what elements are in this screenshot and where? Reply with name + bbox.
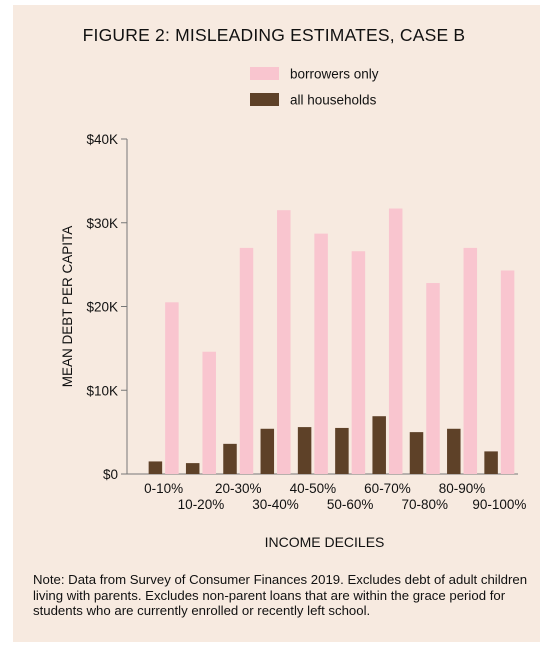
x-tick-label: 60-70% <box>364 481 411 496</box>
bar-all-households <box>185 463 200 474</box>
bar-all-households <box>484 451 498 474</box>
bar-all-households <box>297 427 312 474</box>
x-tick-label: 70-80% <box>401 497 448 512</box>
legend-label: all households <box>290 93 377 108</box>
y-axis-label: MEAN DEBT PER CAPITA <box>60 226 75 388</box>
bars <box>148 208 515 474</box>
legend-swatch <box>250 67 279 80</box>
bar-all-households <box>409 432 424 474</box>
bar-all-households <box>335 427 349 474</box>
footnote: Note: Data from Survey of Consumer Finan… <box>33 572 528 618</box>
bar-borrowers-only <box>314 233 328 474</box>
figure-panel <box>13 5 540 642</box>
x-tick-label: 0-10% <box>144 481 183 496</box>
bar-all-households <box>372 416 386 474</box>
bar-borrowers-only <box>239 247 254 474</box>
legend: borrowers only all households <box>250 67 379 108</box>
bar-borrowers-only <box>165 302 179 474</box>
bar-borrowers-only <box>351 251 366 474</box>
bar-borrowers-only <box>202 351 216 474</box>
x-tick-label: 90-100% <box>472 497 526 512</box>
x-tick-label: 50-60% <box>327 497 374 512</box>
bar-borrowers-only <box>277 210 291 474</box>
y-tick-label: $10K <box>86 383 118 398</box>
y-tick-label: $0 <box>103 467 118 482</box>
x-tick-label: 30-40% <box>252 497 299 512</box>
bar-borrowers-only <box>500 270 515 474</box>
x-tick-label: 20-30% <box>215 481 262 496</box>
bar-borrowers-only <box>463 247 478 474</box>
chart-title: FIGURE 2: MISLEADING ESTIMATES, CASE B <box>82 25 466 45</box>
legend-swatch <box>250 93 279 106</box>
bar-borrowers-only <box>426 283 440 474</box>
y-tick-label: $20K <box>86 300 118 315</box>
legend-label: borrowers only <box>290 67 379 82</box>
bar-all-households <box>148 461 163 474</box>
bar-all-households <box>223 443 237 474</box>
bar-all-households <box>447 428 461 474</box>
x-tick-label: 10-20% <box>178 497 225 512</box>
y-tick-label: $40K <box>86 132 118 147</box>
x-axis-label: INCOME DECILES <box>265 534 385 550</box>
tick-labels: $0 $10K $20K $30K $40K MEAN DEBT PER CAPITA 0-… <box>60 132 526 550</box>
x-tick-label: 40-50% <box>290 481 337 496</box>
bar-borrowers-only <box>388 208 403 474</box>
x-tick-label: 80-90% <box>439 481 486 496</box>
y-tick-label: $30K <box>86 216 118 231</box>
bar-all-households <box>260 428 275 474</box>
